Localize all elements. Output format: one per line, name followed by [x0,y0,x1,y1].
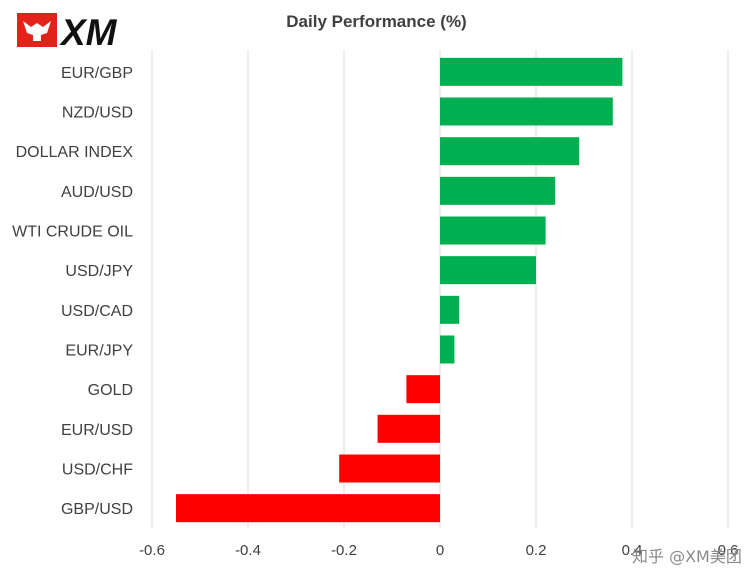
category-label: USD/CHF [62,462,133,479]
bar-wti-crude-oil [440,216,546,245]
bar-nzd-usd [440,97,613,126]
bar-gold [406,375,440,404]
chart-title: Daily Performance (%) [0,12,753,32]
category-label: EUR/GBP [61,65,133,82]
category-label: USD/CAD [61,303,133,320]
bar-eur-jpy [440,335,455,364]
category-label: NZD/USD [62,105,133,122]
x-tick-label: 0.6 [718,542,739,559]
category-label: USD/JPY [65,263,133,280]
x-tick-label: -0.2 [331,542,357,559]
bar-usd-cad [440,295,460,324]
logo-text: XM [59,12,118,49]
category-label: EUR/JPY [65,343,133,360]
bar-usd-jpy [440,256,536,285]
x-tick-label: 0.4 [622,542,643,559]
watermark: 知乎 @XM美团 [632,547,742,566]
category-label: DOLLAR INDEX [16,144,134,161]
x-tick-label: 0.2 [526,542,547,559]
bar-eur-usd [377,414,440,443]
category-label: AUD/USD [61,184,133,201]
chart-title-text: Daily Performance (%) [286,12,467,31]
bar-eur-gbp [440,57,623,86]
category-label: WTI CRUDE OIL [12,224,133,241]
category-label: GBP/USD [61,501,133,518]
category-label: EUR/USD [61,422,133,439]
xm-logo: XM [17,12,118,49]
bar-usd-chf [339,454,440,483]
bar-aud-usd [440,176,556,205]
category-label: GOLD [88,382,133,399]
bar-dollar-index [440,137,580,166]
x-tick-label: -0.4 [235,542,261,559]
bar-gbp-usd [176,494,440,523]
x-tick-label: -0.6 [139,542,165,559]
x-tick-label: 0 [436,542,444,559]
logo-bull-shape [23,21,51,41]
